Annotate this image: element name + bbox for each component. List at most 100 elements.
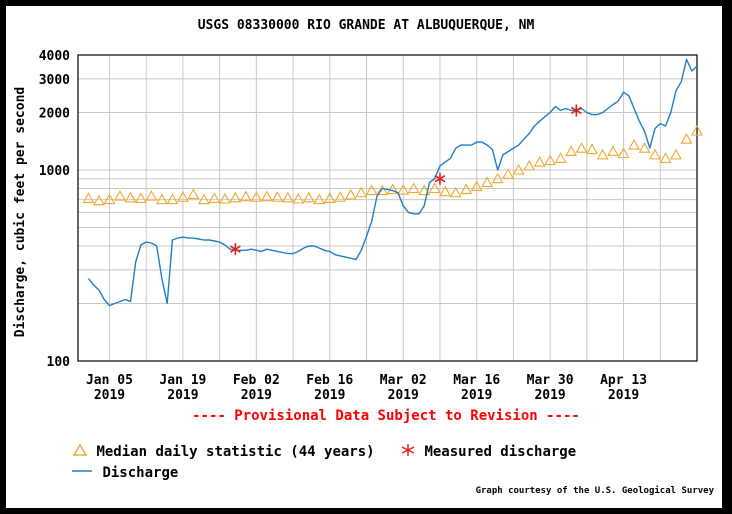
- median-marker: [544, 154, 557, 166]
- median-marker: [155, 193, 168, 205]
- median-marker: [386, 183, 399, 195]
- median-marker: [586, 143, 599, 155]
- x-tick-year: 2019: [94, 388, 125, 403]
- median-marker: [323, 192, 336, 203]
- median-marker: [334, 191, 347, 202]
- median-marker: [135, 192, 147, 203]
- median-marker: [565, 145, 578, 157]
- x-tick-year: 2019: [461, 388, 492, 403]
- median-marker: [533, 155, 546, 167]
- median-marker: [281, 191, 294, 203]
- discharge-series: [87, 58, 698, 307]
- median-marker: [596, 148, 609, 160]
- provisional-notice: ---- Provisional Data Subject to Revisio…: [192, 408, 580, 424]
- median-marker: [93, 194, 105, 206]
- y-tick-label: 4000: [39, 49, 70, 64]
- axes: [77, 54, 698, 362]
- y-axis-label: Discharge, cubic feet per second: [13, 87, 28, 337]
- median-marker: [418, 184, 431, 196]
- median-marker: [523, 159, 536, 171]
- measured-marker: [434, 172, 446, 185]
- median-marker: [470, 180, 483, 192]
- median-marker: [397, 183, 410, 195]
- median-series: [82, 124, 703, 206]
- median-marker: [512, 163, 525, 175]
- x-tick-year: 2019: [241, 388, 272, 403]
- line-icon: [72, 470, 92, 472]
- grid: [78, 55, 698, 361]
- median-marker: [680, 133, 693, 144]
- median-marker: [449, 186, 462, 198]
- x-tick-label: Jan 19: [159, 373, 206, 388]
- median-marker: [260, 190, 273, 202]
- x-tick-year: 2019: [388, 388, 419, 403]
- median-marker: [229, 191, 242, 203]
- median-marker: [439, 185, 452, 197]
- median-marker: [271, 191, 284, 202]
- y-tick-label: 1000: [39, 164, 70, 179]
- measured-marker: [570, 104, 582, 117]
- legend-median-label: Median daily statistic (44 years): [96, 444, 375, 460]
- legend-measured: Measured discharge: [400, 443, 576, 460]
- x-tick-label: Mar 02: [380, 373, 427, 388]
- x-tick-year: 2019: [608, 388, 639, 403]
- x-tick-year: 2019: [314, 388, 345, 403]
- y-tick-label: 3000: [39, 73, 70, 88]
- median-marker: [166, 193, 179, 205]
- credit-text: Graph courtesy of the U.S. Geological Su…: [475, 486, 714, 496]
- median-marker: [187, 188, 200, 199]
- median-marker: [617, 147, 630, 159]
- x-tick-year: 2019: [167, 388, 198, 403]
- median-marker: [365, 184, 378, 196]
- median-marker: [114, 189, 126, 201]
- median-marker: [355, 186, 368, 198]
- median-marker: [376, 184, 389, 196]
- legend-median: Median daily statistic (44 years): [72, 443, 375, 460]
- median-marker: [481, 176, 494, 188]
- median-marker: [344, 188, 357, 200]
- x-tick-label: Feb 02: [233, 373, 280, 388]
- median-marker: [628, 138, 640, 150]
- median-marker: [82, 192, 95, 203]
- median-marker: [607, 145, 620, 157]
- median-marker: [554, 152, 567, 163]
- triangle-icon: [72, 443, 88, 456]
- asterisk-icon: [401, 444, 415, 456]
- median-marker: [292, 192, 305, 204]
- measured-series: [229, 104, 582, 256]
- measured-marker: [229, 243, 241, 256]
- median-marker: [103, 193, 116, 205]
- median-marker: [502, 168, 515, 179]
- legend-discharge-label: Discharge: [102, 465, 179, 481]
- median-marker: [250, 191, 263, 202]
- median-marker: [302, 191, 315, 203]
- median-marker: [649, 148, 661, 160]
- median-marker: [638, 142, 651, 153]
- median-marker: [407, 182, 420, 194]
- median-marker: [659, 152, 672, 163]
- median-marker: [575, 142, 588, 153]
- median-marker: [670, 148, 682, 160]
- chart-title: USGS 08330000 RIO GRANDE AT ALBUQUERQUE,…: [197, 18, 535, 33]
- median-marker: [124, 191, 137, 203]
- legend-discharge: Discharge: [72, 464, 178, 481]
- median-marker: [145, 189, 158, 201]
- median-marker: [691, 124, 703, 136]
- median-marker: [460, 183, 473, 195]
- discharge-line: [87, 58, 698, 307]
- x-tick-label: Apr 13: [600, 373, 647, 388]
- median-marker: [428, 182, 441, 194]
- y-tick-label: 100: [47, 355, 71, 370]
- median-marker: [218, 192, 231, 204]
- median-marker: [176, 191, 189, 202]
- median-marker: [239, 190, 252, 202]
- median-marker: [197, 193, 210, 205]
- x-tick-label: Mar 16: [453, 373, 500, 388]
- median-marker: [208, 192, 221, 203]
- median-marker: [313, 193, 326, 205]
- chart-frame: [6, 6, 722, 508]
- x-tick-label: Jan 05: [86, 373, 133, 388]
- x-tick-label: Mar 30: [527, 373, 574, 388]
